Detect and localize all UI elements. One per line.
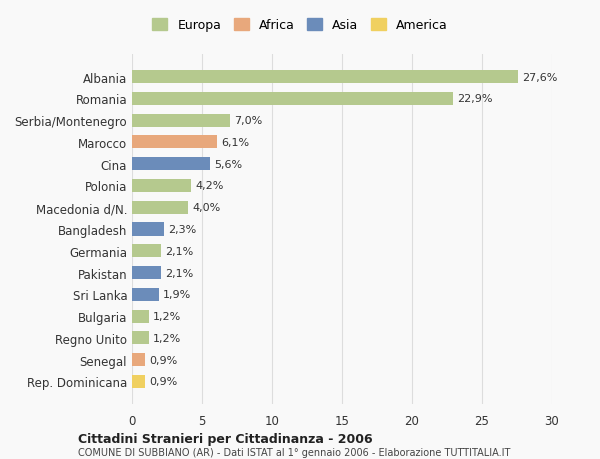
Bar <box>132 179 191 193</box>
Text: 0,9%: 0,9% <box>149 355 177 365</box>
Bar <box>132 245 161 258</box>
Bar <box>132 223 164 236</box>
Bar <box>132 331 149 345</box>
Bar <box>132 310 149 323</box>
Text: 2,3%: 2,3% <box>169 224 197 235</box>
Text: 27,6%: 27,6% <box>523 73 558 83</box>
Bar <box>132 353 145 366</box>
Bar <box>132 71 518 84</box>
Bar <box>132 288 158 301</box>
Text: 1,2%: 1,2% <box>153 311 181 321</box>
Text: COMUNE DI SUBBIANO (AR) - Dati ISTAT al 1° gennaio 2006 - Elaborazione TUTTITALI: COMUNE DI SUBBIANO (AR) - Dati ISTAT al … <box>78 447 511 457</box>
Bar <box>132 158 211 171</box>
Text: 6,1%: 6,1% <box>221 138 250 148</box>
Bar <box>132 114 230 128</box>
Text: 2,1%: 2,1% <box>166 246 194 256</box>
Bar <box>132 93 452 106</box>
Text: 1,2%: 1,2% <box>153 333 181 343</box>
Text: 5,6%: 5,6% <box>215 159 243 169</box>
Text: Cittadini Stranieri per Cittadinanza - 2006: Cittadini Stranieri per Cittadinanza - 2… <box>78 432 373 445</box>
Text: 7,0%: 7,0% <box>234 116 262 126</box>
Text: 0,9%: 0,9% <box>149 376 177 386</box>
Text: 4,2%: 4,2% <box>195 181 223 191</box>
Legend: Europa, Africa, Asia, America: Europa, Africa, Asia, America <box>149 16 451 36</box>
Text: 2,1%: 2,1% <box>166 268 194 278</box>
Bar <box>132 136 217 149</box>
Text: 22,9%: 22,9% <box>457 94 493 104</box>
Bar <box>132 266 161 280</box>
Bar <box>132 201 188 214</box>
Text: 1,9%: 1,9% <box>163 290 191 300</box>
Text: 4,0%: 4,0% <box>192 203 220 213</box>
Bar <box>132 375 145 388</box>
